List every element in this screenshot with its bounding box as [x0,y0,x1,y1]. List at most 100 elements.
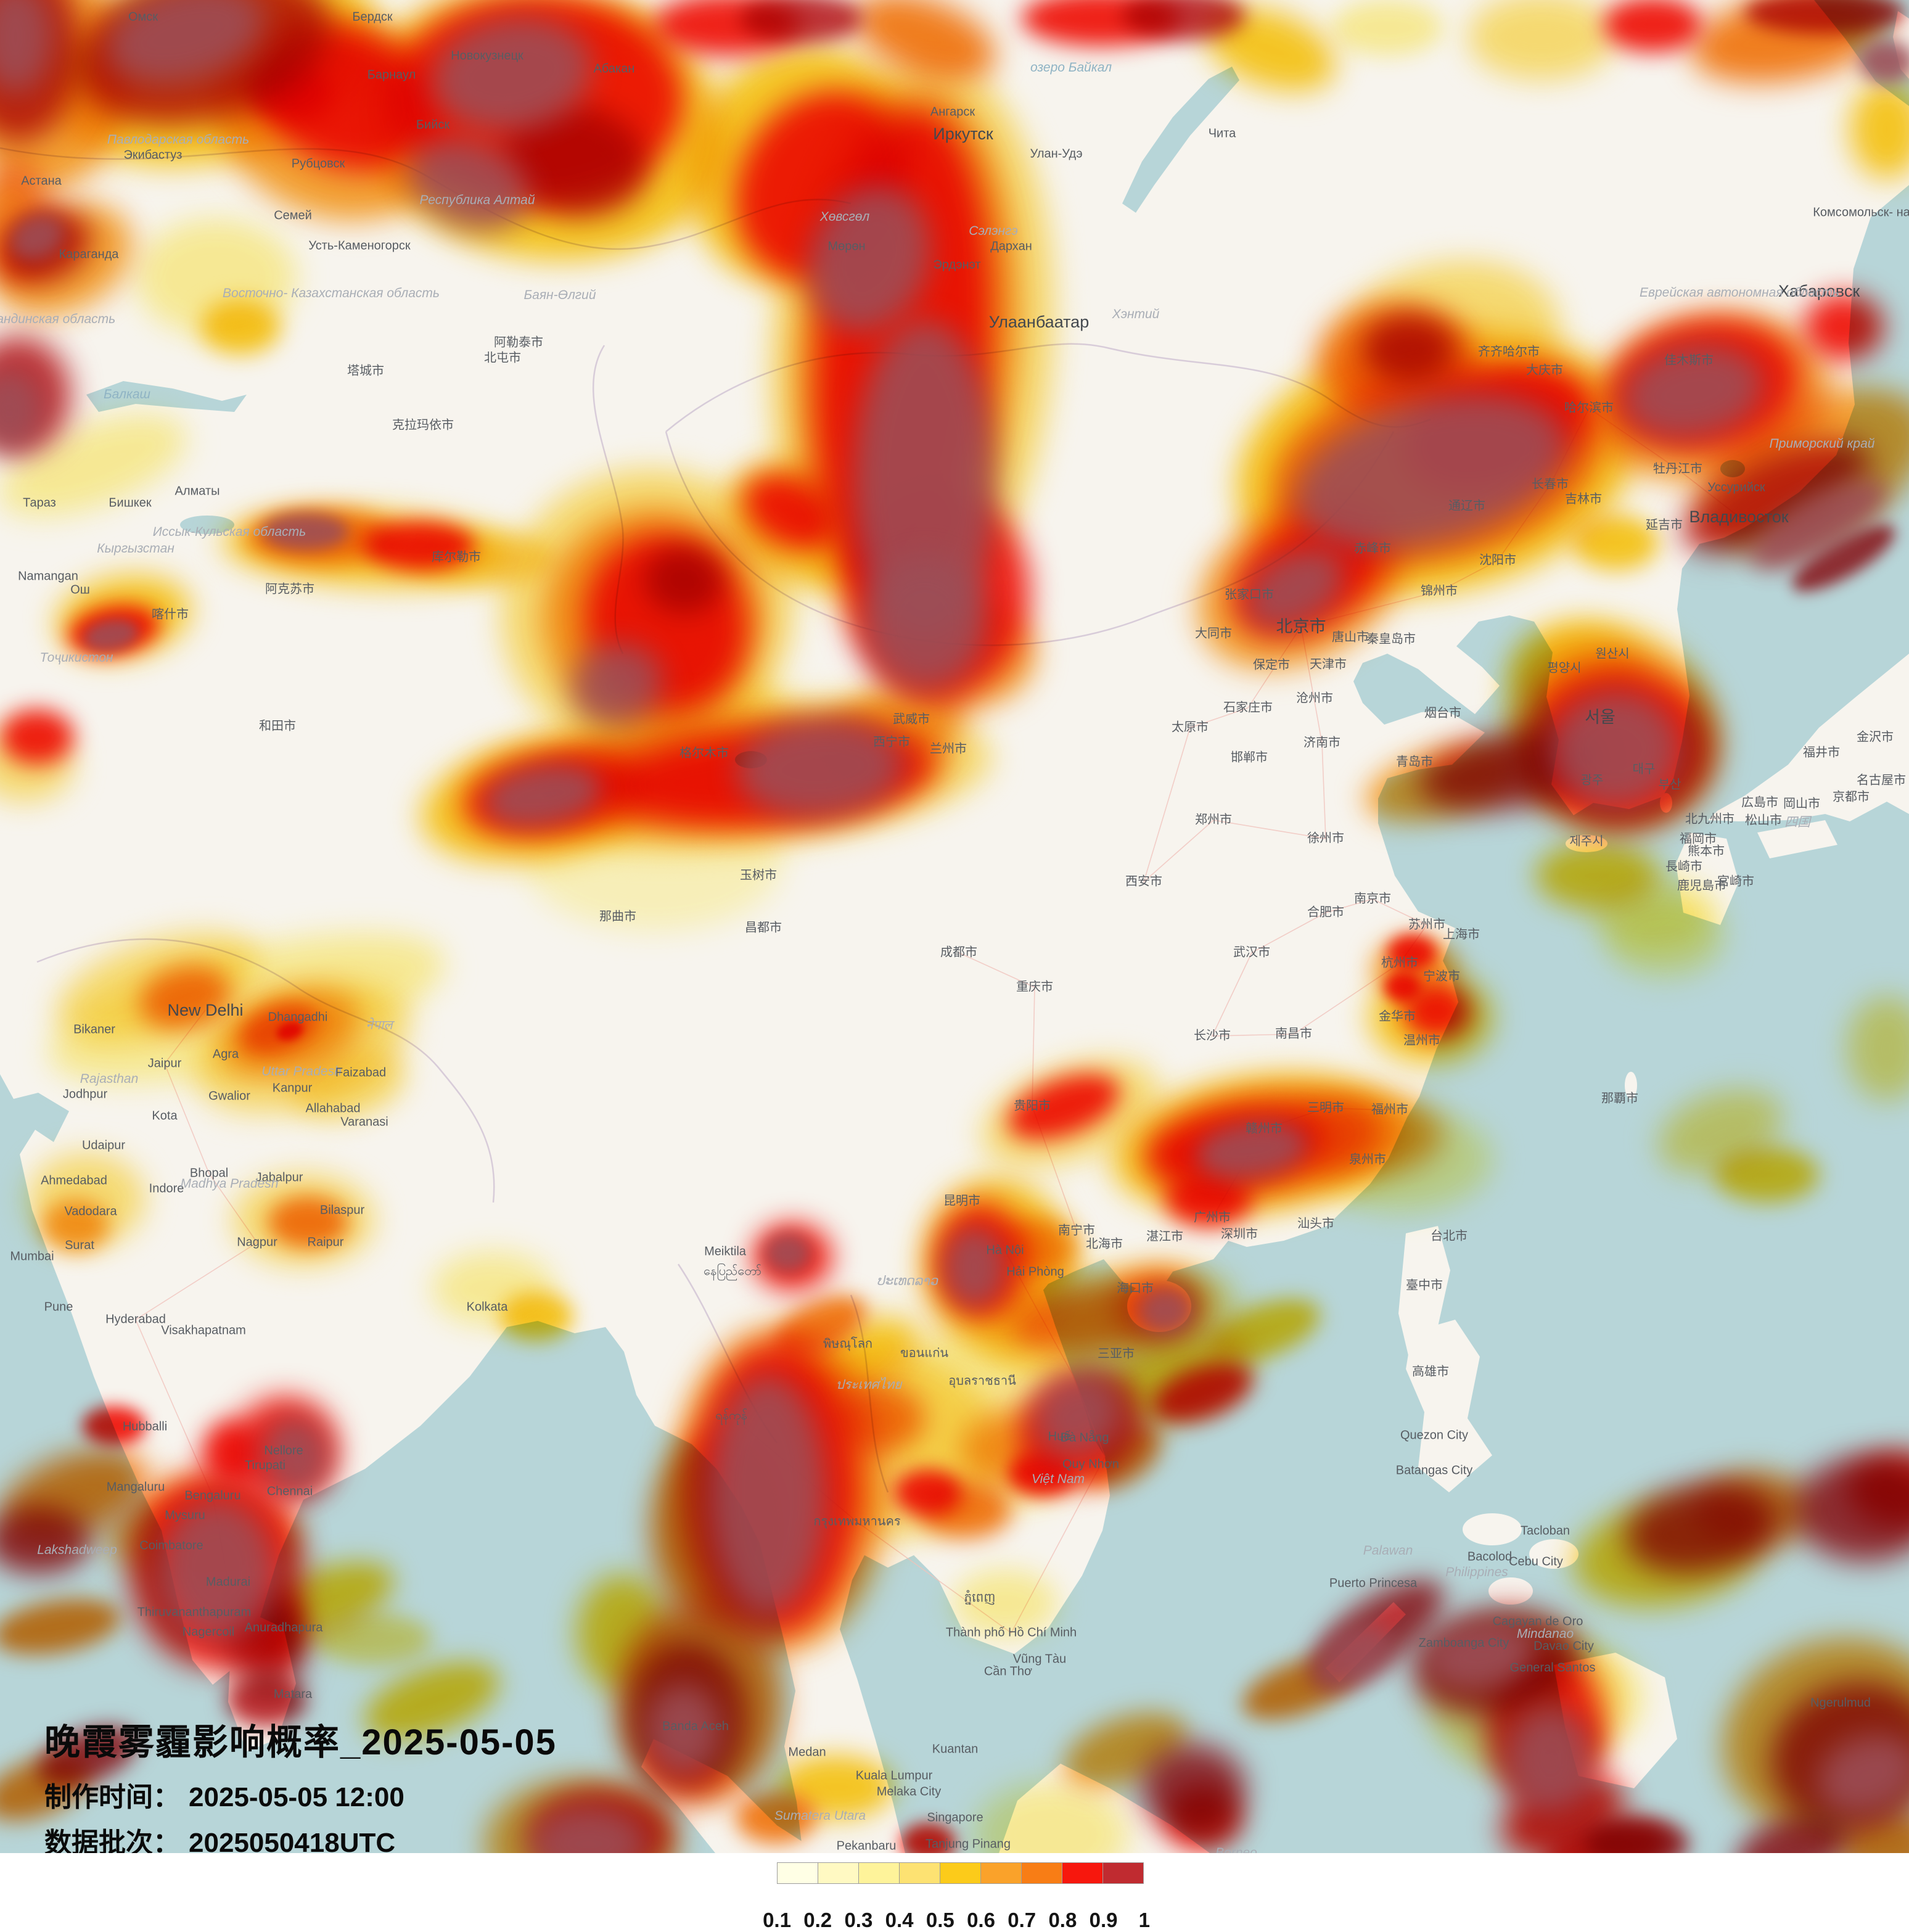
map-label: 佳木斯市 [1664,353,1714,368]
map-label: Varanasi [340,1115,388,1129]
map-label: Хабаровск [1778,281,1860,300]
map-label: 원산시 [1595,647,1630,661]
map-label: Nagpur [237,1235,277,1249]
legend-swatches [777,1862,1144,1884]
map-label: Ngerulmud [1810,1696,1871,1710]
map-label: Бердск [352,10,393,24]
heat-blob [709,1375,826,1616]
map-label: Mangaluru [106,1480,165,1494]
map-label: 长春市 [1532,477,1569,491]
map-label: Bikaner [73,1022,115,1037]
map-label: Cagayan de Oro [1492,1614,1583,1629]
map-label: Nagercoil [182,1625,235,1639]
map-label: 서울 [1585,707,1615,726]
map-label: Мөрөн [827,239,866,253]
map-labels: Омск Бердск Барнаул Новокузнецк Абакан Бийск Р… [0,10,1909,1853]
map-label: 和田市 [259,719,296,733]
map-label: Jaipur [147,1056,182,1071]
map-label: 武威市 [893,712,930,726]
map-label: Melaka City [876,1785,942,1799]
map-label: 赣州市 [1246,1122,1283,1136]
map-label: Республика Алтай [419,192,535,207]
map-label: Дархан [990,239,1032,253]
heat-blob [1384,971,1421,1002]
map-label: Астана [21,174,62,188]
map-label: 金沢市 [1857,730,1894,744]
heat-blob [953,1569,1057,1637]
map-label: Udaipur [81,1138,126,1153]
map-label: 南宁市 [1058,1223,1095,1238]
map-label: Borneo [1215,1845,1257,1853]
map-label: 三亚市 [1098,1347,1135,1361]
map-label: Quezon City [1400,1428,1469,1442]
map-label: Agra [212,1047,239,1061]
heat-blob [943,1227,1005,1307]
map-label: Kolkata [466,1300,508,1314]
map-label: Алматы [174,484,220,498]
heat-blob [158,1498,276,1640]
map-label: 汕头市 [1297,1217,1334,1231]
legend-swatch [1021,1862,1062,1884]
map-label: Banda Aceh [662,1719,729,1733]
map-label: General Santos [1509,1661,1596,1675]
map-label: 青岛市 [1396,755,1433,769]
legend-tick-label: 0.6 [967,1909,995,1931]
map-label: Cebu City [1509,1555,1563,1569]
map-label: Улаанбаатар [988,312,1090,331]
heat-blob [644,546,725,614]
map-label: 重庆市 [1016,980,1053,994]
map-label: 成都市 [940,945,977,960]
map-label: 대구 [1632,762,1656,776]
heat-blob [1363,314,1455,382]
map-label: Приморский край [1769,436,1875,451]
lake-balkhash [86,381,247,412]
map-label: 深圳市 [1221,1227,1258,1241]
map-label: Еврейская автономная область [1639,285,1840,300]
map-label: Quy Nhơn [1062,1457,1120,1471]
map-label: 吉林市 [1565,492,1602,506]
okinawa [1625,1072,1637,1099]
map-label: नेपाल [366,1017,393,1032]
heat-blob [226,1675,306,1727]
map-label: 부산 [1658,778,1681,792]
legend-ticks: 0.1 0.2 0.3 0.4 0.5 0.6 0.7 0.8 0.9 1 [763,1884,1150,1931]
legend-tick-label: 0.9 [1089,1909,1118,1931]
map-label: 松山市 [1745,813,1782,828]
map-label: Matara [273,1687,313,1701]
map-title: 晚霞雾霾影响概率_2025-05-05 [44,1722,557,1762]
map-label: 광주 [1580,773,1604,787]
map-label: Bilaspur [319,1203,365,1217]
map-label: Lakshadweep [37,1542,117,1557]
heat-blob [1847,996,1909,1101]
map-label: Tacloban [1520,1524,1570,1538]
map-label: 锦州市 [1421,584,1458,598]
map-label: Singapore [927,1811,983,1825]
map-label: 格尔木市 [679,746,729,760]
map-label: 赤峰市 [1354,541,1391,556]
map-label: Баян-Өлгий [523,287,596,302]
visayas-1 [1463,1513,1522,1545]
map-label: ขอนแก่น [900,1346,949,1360]
map-label: 苏州市 [1408,918,1445,932]
map-label: 武汉市 [1233,945,1270,960]
map-label: 宮崎市 [1717,874,1754,889]
heat-blob [1165,1786,1242,1850]
map-label: 通辽市 [1448,499,1485,513]
map-label: Чита [1208,126,1236,141]
heat-blob [1804,293,1884,361]
legend-swatch [980,1862,1022,1884]
legend-tick-label: 0.2 [803,1909,832,1931]
map-label: Tanjung Pinang [926,1837,1011,1851]
map-label: Владивосток [1689,507,1789,526]
heat-blob [863,555,987,691]
map-label: 兰州市 [930,742,967,756]
map-label: 广州市 [1194,1211,1231,1225]
map-label: 那曲市 [599,910,636,924]
heat-blob [999,1218,1079,1273]
map-label: Tirupati [245,1458,285,1473]
map-label: Иссык-Кульская область [152,524,306,539]
lake-issyk-kul [180,516,234,534]
map-label: Việt Nam [1032,1471,1085,1486]
legend-swatch [858,1862,900,1884]
map-label: 熊本市 [1688,844,1725,858]
